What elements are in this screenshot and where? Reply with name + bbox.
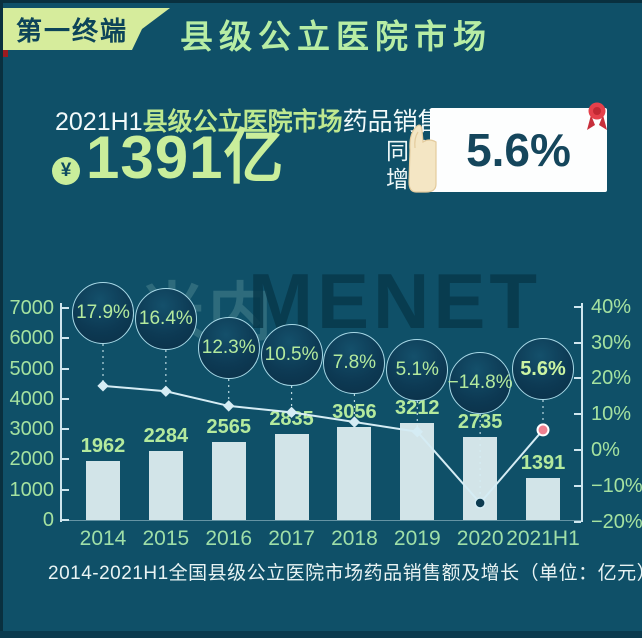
left-axis-tick [62,488,69,491]
growth-bubble: 10.5% [260,324,323,386]
growth-bubble-label: 10.5% [264,344,319,365]
sales-bar [86,460,120,520]
right-axis-tick [574,484,581,487]
left-axis-tick [62,428,69,431]
bar-value-label: 2735 [457,411,503,434]
left-axis-tick-label: 1000 [9,478,55,501]
x-axis-label: 2021H1 [506,527,580,550]
growth-bubble-label: 17.9% [76,302,130,323]
right-axis-tick [574,520,581,523]
left-axis-tick [62,397,69,400]
data-point-marker [223,400,235,412]
edge-top [0,0,642,3]
left-axis-tick-label: 2000 [9,448,55,471]
headline-prefix: 2021H1 [55,108,143,136]
right-axis-spine [581,303,583,522]
growth-bubble: 7.8% [323,332,386,394]
sales-bar [211,442,246,520]
growth-bubble: −14.8% [447,352,513,414]
growth-bubble: 12.3% [197,317,260,379]
sales-bar [400,422,435,520]
x-axis-label: 2019 [393,527,441,550]
x-axis-label: 2016 [205,527,253,550]
right-axis-tick [574,449,581,451]
headline-highlight: 县级公立医院市场 [142,108,343,136]
right-axis-tick [574,305,581,308]
headline-amount: 1391亿 [86,124,285,191]
x-axis-baseline [60,520,583,521]
x-axis-label: 2017 [268,527,315,550]
left-axis-tick-label: 5000 [9,357,55,380]
growth-bubble: 5.1% [386,339,449,401]
headline-amount-unit: 亿 [223,124,285,191]
growth-bubble-label: 5.1% [395,359,439,380]
right-axis-tick-label: 30% [591,331,632,354]
x-axis-label: 2015 [142,527,190,550]
bar-value-label: 2565 [206,416,251,439]
data-point-marker [285,406,298,419]
data-point-marker [474,497,486,509]
growth-bubble: 5.6% [511,338,574,400]
medal-icon [587,102,607,130]
growth-trend-line [102,384,544,505]
highlighted-data-point [536,423,550,437]
left-axis-tick [62,519,69,521]
right-axis-tick-label: 0% [591,439,620,461]
right-axis-tick-label: 20% [591,367,632,390]
growth-bubble: 16.4% [134,288,197,350]
sales-bar [525,477,560,520]
left-axis-tick-label: 7000 [9,297,55,319]
edge-bottom [0,631,642,638]
right-axis-tick [574,413,581,416]
header-badge-label: 第一终端 [15,15,128,46]
sales-bar [148,450,183,520]
sales-bar [274,434,309,520]
right-axis-tick-label: 10% [591,403,632,426]
data-point-marker [348,416,361,428]
growth-bubble: 17.9% [72,282,134,344]
x-axis-label: 2018 [331,527,378,550]
x-axis-label: 2020 [456,527,504,550]
right-axis-tick-label: −20% [591,510,642,533]
chart-caption: 2014-2021H1全国县级公立医院市场药品销售额及增长（单位：亿元） [48,563,642,584]
growth-bubble-label: 12.3% [201,337,256,358]
bar-value-label: 1962 [80,434,126,457]
edge-left [0,0,3,638]
data-point-marker [411,426,423,438]
data-point-marker [97,380,109,392]
sales-bar [337,427,372,520]
left-axis-tick [62,337,69,340]
left-axis-tick-label: 4000 [9,387,55,410]
left-axis-tick [62,458,69,461]
left-axis-tick-label: 3000 [9,418,55,441]
growth-bubble-label: −14.8% [447,372,513,393]
left-axis-tick [62,307,69,309]
left-axis-tick-label: 0 [42,509,54,531]
data-point-marker [160,385,172,397]
hand-icon [408,124,437,193]
growth-bubble-label: 16.4% [138,308,193,329]
x-axis-label: 2014 [79,527,127,550]
right-axis-tick-label: −10% [591,474,642,497]
growth-card: 5.6% [430,108,607,192]
growth-value: 5.6% [466,124,571,176]
growth-bubble-label: 7.8% [332,352,377,373]
yen-coin-icon: ¥ [52,157,80,185]
right-axis-tick-label: 40% [591,295,632,318]
growth-bubble-label: 5.6% [520,357,566,380]
bar-value-label: 2284 [143,424,189,447]
left-axis-tick-label: 6000 [9,327,55,350]
page-title: 县级公立医院市场 [180,18,492,55]
left-axis-spine [60,303,62,522]
right-axis-tick [574,341,581,344]
left-axis-tick [62,367,69,370]
bar-value-label: 1391 [520,451,566,474]
right-axis-tick [574,377,581,380]
